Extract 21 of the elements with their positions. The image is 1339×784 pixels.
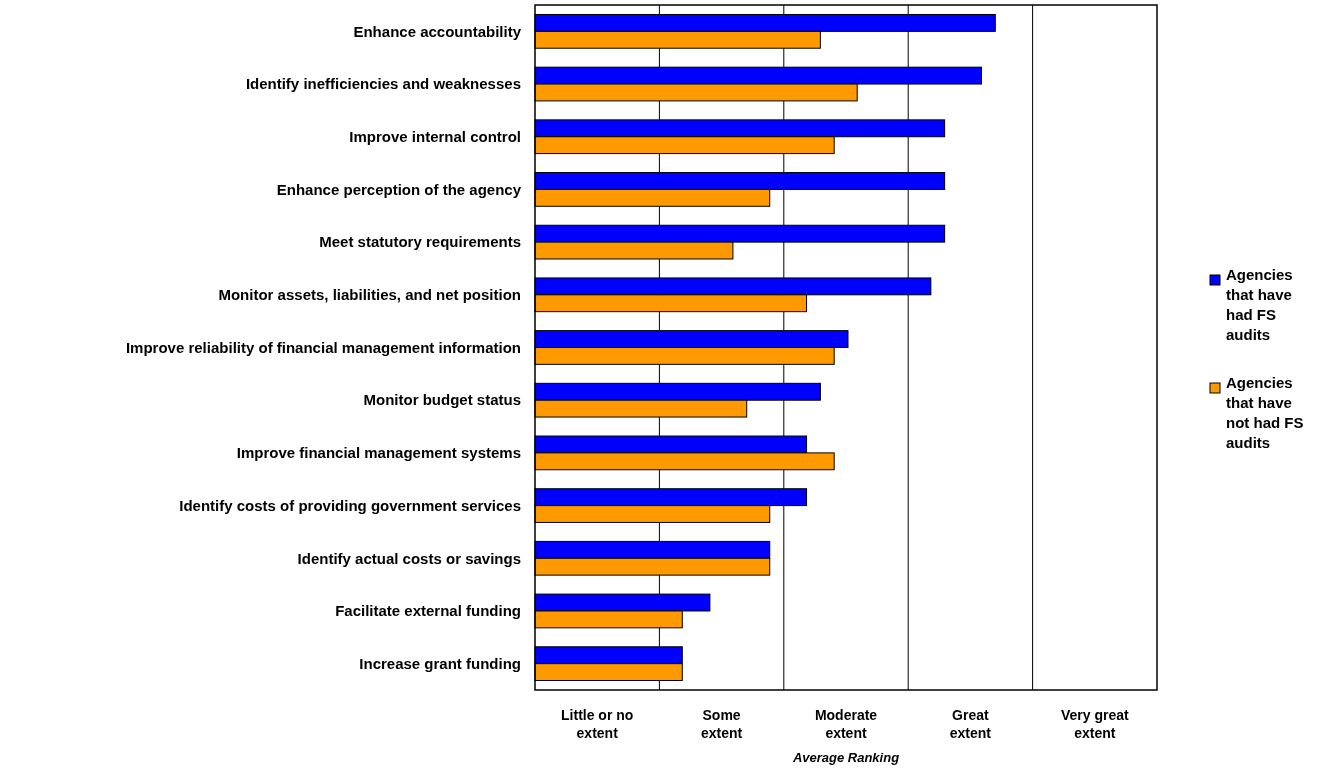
text: Great extent <box>949 707 992 741</box>
y-tick-label: Identify inefficiencies and weaknesses <box>245 75 521 93</box>
legend-label: Agencies that have not had FS audits <box>1226 374 1304 451</box>
y-tick-label: Identify actual costs or savings <box>297 549 521 567</box>
y-tick-label: Improve reliability of financial management information <box>125 338 521 356</box>
y-tick-label: Improve internal control <box>349 127 521 145</box>
y-tick-label: Enhance perception of the agency <box>276 180 522 198</box>
text: Very great extent <box>1060 707 1129 741</box>
y-tick-label: Identify costs of providing government services <box>179 496 521 514</box>
text: Little or no extent <box>561 707 634 741</box>
x-axis-title: Average Ranking <box>791 750 900 765</box>
text: Some extent <box>700 707 743 741</box>
y-tick-label: Enhance accountability <box>353 22 522 40</box>
legend-label: Agencies that have had FS audits <box>1226 266 1293 343</box>
y-tick-label: Monitor budget status <box>363 391 521 409</box>
y-tick-label: Increase grant funding <box>359 654 521 672</box>
text: Moderate extent <box>814 707 878 741</box>
y-tick-label: Improve financial management systems <box>236 444 521 462</box>
y-tick-label: Meet statutory requirements <box>319 233 521 251</box>
y-tick-label: Facilitate external funding <box>335 602 521 620</box>
y-tick-label: Monitor assets, liabilities, and net position <box>218 286 521 304</box>
